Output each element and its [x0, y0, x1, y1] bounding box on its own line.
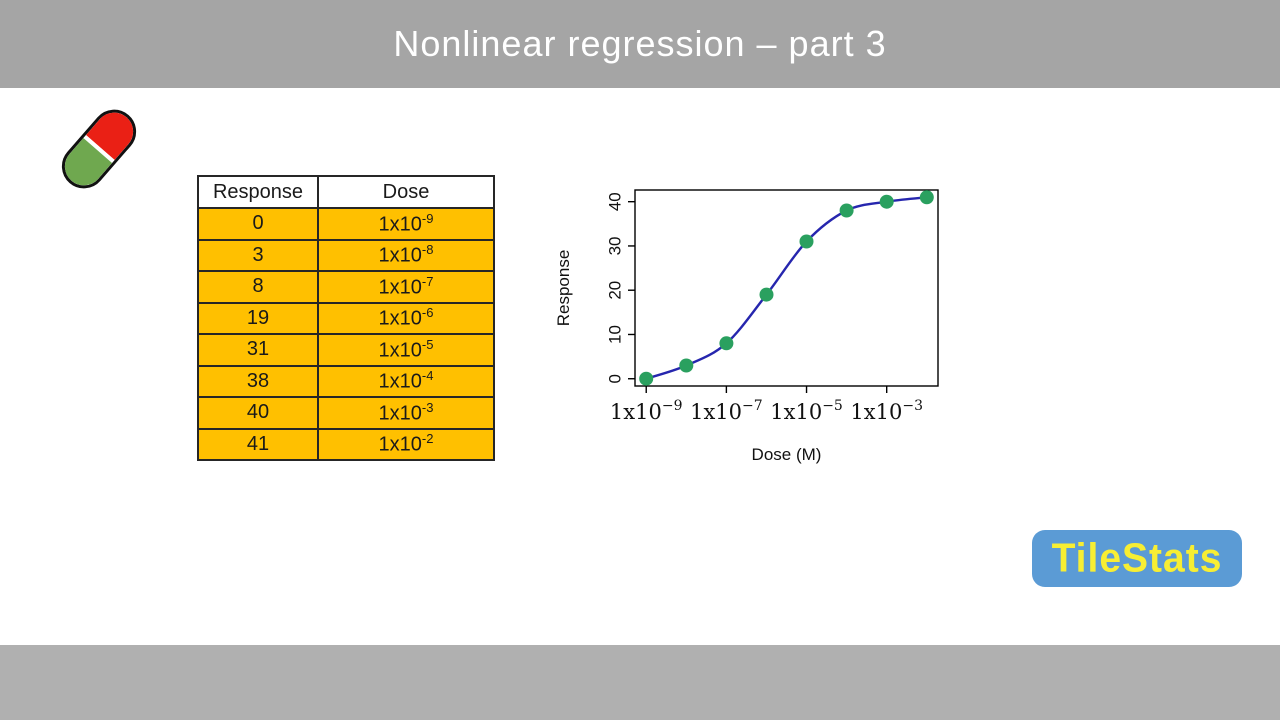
y-tick-label: 0: [606, 374, 625, 383]
table-row: 3 1x10-8: [197, 238, 495, 272]
dose-cell: 1x10-4: [317, 364, 495, 398]
title-bar: Nonlinear regression – part 3: [0, 0, 1280, 88]
table-row: 19 1x10-6: [197, 301, 495, 335]
data-point: [719, 336, 734, 351]
response-cell: 38: [197, 364, 319, 398]
response-cell: 3: [197, 238, 319, 272]
x-tick-label: 1x10−3: [850, 398, 923, 424]
dose-response-chart: 1x10−9 1x10−7 1x10−5 1x10−3 0 10 20 30 40 Respons…: [554, 189, 939, 464]
dose-response-table: Response Dose 0 1x10-9 3 1x10-8 8 1x10-7 19 1x1…: [197, 175, 495, 461]
dose-cell: 1x10-7: [317, 270, 495, 304]
page-title: Nonlinear regression – part 3: [393, 23, 887, 64]
data-point: [879, 194, 894, 209]
y-tick-label: 20: [606, 281, 625, 300]
y-tick-label: 40: [606, 192, 625, 211]
data-point: [679, 358, 694, 373]
dose-cell: 1x10-2: [317, 427, 495, 461]
dose-cell: 1x10-3: [317, 396, 495, 430]
data-point: [799, 234, 814, 249]
y-tick-label: 10: [606, 325, 625, 344]
response-cell: 31: [197, 333, 319, 367]
bottom-bar: [0, 645, 1280, 720]
response-cell: 8: [197, 270, 319, 304]
plot-box: [634, 189, 939, 387]
table-row: 31 1x10-5: [197, 333, 495, 367]
data-point: [919, 190, 934, 205]
dose-header: Dose: [317, 175, 495, 209]
table-header-row: Response Dose: [197, 175, 495, 209]
y-tick-label: 30: [606, 236, 625, 255]
response-cell: 19: [197, 301, 319, 335]
data-point: [639, 371, 654, 386]
table-row: 0 1x10-9: [197, 207, 495, 241]
response-cell: 41: [197, 427, 319, 461]
pill-icon: [52, 100, 146, 198]
tilestats-logo-text: TileStats: [1051, 535, 1223, 581]
dose-cell: 1x10-6: [317, 301, 495, 335]
table-row: 41 1x10-2: [197, 427, 495, 461]
data-table-body: 0 1x10-9 3 1x10-8 8 1x10-7 19 1x10-6 31 1x10-5 38 1…: [197, 207, 495, 461]
dose-cell: 1x10-5: [317, 333, 495, 367]
table-row: 38 1x10-4: [197, 364, 495, 398]
data-point: [759, 287, 774, 302]
dose-cell: 1x10-8: [317, 238, 495, 272]
x-tick-label: 1x10−5: [770, 398, 843, 424]
data-point: [839, 203, 854, 218]
x-tick-label: 1x10−7: [690, 398, 763, 424]
x-axis-title: Dose (M): [752, 445, 822, 464]
fit-curve: [645, 196, 927, 380]
x-tick-label: 1x10−9: [610, 398, 683, 424]
dose-cell: 1x10-9: [317, 207, 495, 241]
response-cell: 0: [197, 207, 319, 241]
table-row: 40 1x10-3: [197, 396, 495, 430]
tilestats-logo: TileStats: [1032, 530, 1242, 587]
y-axis-title: Response: [554, 250, 573, 327]
response-cell: 40: [197, 396, 319, 430]
table-row: 8 1x10-7: [197, 270, 495, 304]
response-header: Response: [197, 175, 319, 209]
pill-capsule: [52, 100, 146, 198]
